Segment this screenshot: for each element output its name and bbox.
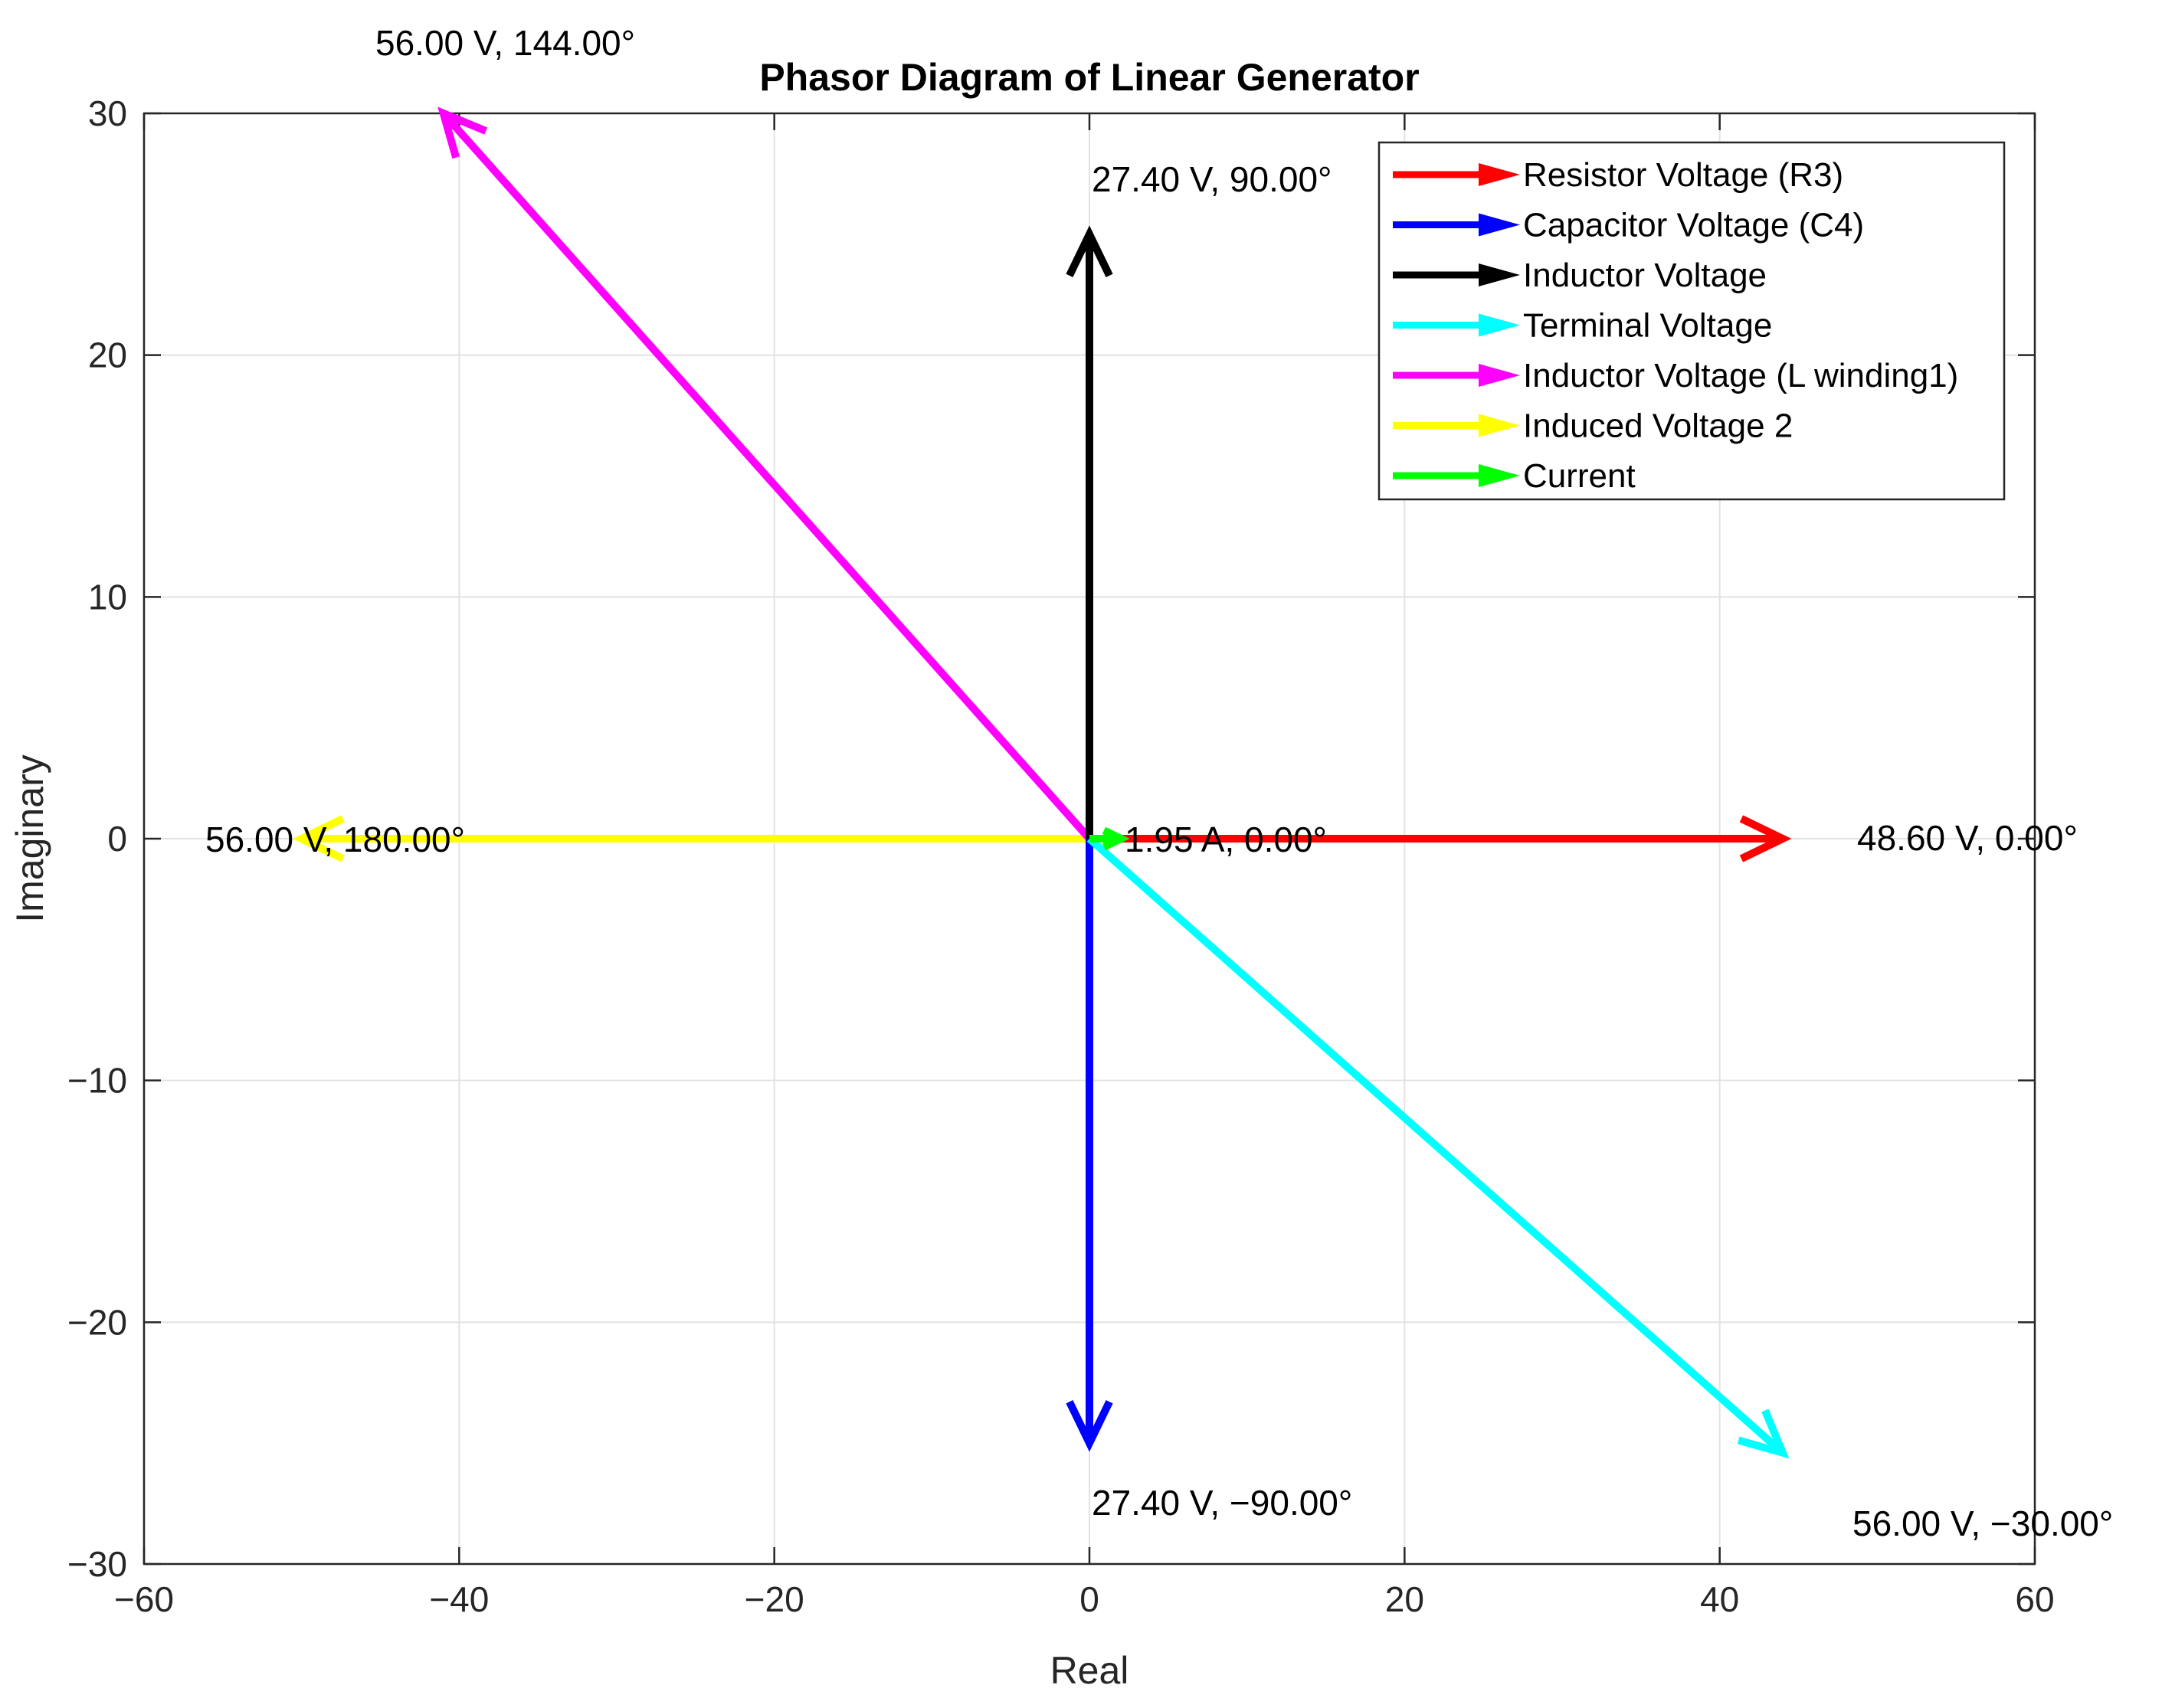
- phasor-label: 48.60 V, 0.00°: [1857, 818, 2078, 858]
- x-tick-label: 0: [1079, 1579, 1099, 1619]
- legend-label: Resistor Voltage (R3): [1523, 156, 1843, 194]
- legend-label: Terminal Voltage: [1523, 307, 1772, 345]
- x-tick-label: 40: [1700, 1579, 1739, 1619]
- phasor-arrowhead: [1739, 815, 1792, 862]
- y-axis-label: Imaginary: [8, 754, 51, 923]
- phasor-arrowhead: [1737, 1409, 1790, 1459]
- axis-ticks: −60 −40 −20 0 20 40 60 −30 −20 −10 0 10 20 30: [67, 93, 2055, 1619]
- legend-entry: Capacitor Voltage (C4): [1393, 207, 1864, 244]
- legend-swatch-arrowhead: [1479, 163, 1520, 186]
- legend-swatch-arrowhead: [1479, 213, 1520, 237]
- phasor-arrowhead: [1102, 826, 1130, 851]
- legend-swatch-arrowhead: [1479, 313, 1520, 337]
- legend-label: Induced Voltage 2: [1523, 407, 1793, 445]
- phasor-arrows: [293, 106, 1792, 1459]
- y-tick-label: −10: [67, 1061, 127, 1101]
- legend-entry: Terminal Voltage: [1393, 307, 1772, 345]
- phasor-terminal-voltage: [1086, 836, 1790, 1459]
- legend-entry: Inductor Voltage: [1393, 257, 1767, 294]
- phasor-arrowhead: [437, 106, 488, 159]
- y-tick-label: 20: [88, 335, 127, 375]
- phasor-induced-voltage-2: [293, 815, 1089, 862]
- legend-label: Current: [1523, 457, 1636, 495]
- phasor-label: 56.00 V, 144.00°: [375, 23, 635, 63]
- phasor-label: 27.40 V, 90.00°: [1092, 159, 1332, 199]
- phasor-annotations: 48.60 V, 0.00° 27.40 V, −90.00° 27.40 V, 9…: [205, 23, 2113, 1543]
- legend-entry: Resistor Voltage (R3): [1393, 156, 1843, 194]
- phasor-label: 1.95 A, 0.00°: [1125, 820, 1327, 859]
- phasor-arrowhead: [1066, 1399, 1113, 1452]
- x-tick-label: −40: [429, 1579, 489, 1619]
- legend: Resistor Voltage (R3) Capacitor Voltage (…: [1377, 141, 2006, 501]
- legend-swatch-arrowhead: [1479, 263, 1520, 286]
- legend-entries: Resistor Voltage (R3) Capacitor Voltage (…: [1393, 156, 1958, 495]
- phasor-capacitor-voltage-c4: [1066, 839, 1113, 1452]
- phasor-arrowhead: [1066, 225, 1113, 278]
- phasor-current: [1089, 826, 1130, 851]
- phasor-shaft: [441, 110, 1092, 842]
- phasor-resistor-voltage-r3: [1089, 815, 1792, 862]
- x-tick-label: −20: [745, 1579, 804, 1619]
- legend-entry: Current: [1393, 457, 1636, 495]
- y-tick-label: 0: [107, 819, 127, 859]
- legend-label: Inductor Voltage: [1523, 257, 1767, 294]
- x-tick-label: 60: [2015, 1579, 2054, 1619]
- y-tick-label: 10: [88, 577, 127, 617]
- phasor-label: 27.40 V, −90.00°: [1092, 1483, 1352, 1523]
- phasor-label: 56.00 V, −30.00°: [1852, 1503, 2113, 1543]
- legend-entry: Induced Voltage 2: [1393, 407, 1793, 445]
- legend-swatch-arrowhead: [1479, 364, 1520, 387]
- x-tick-label: −60: [114, 1579, 174, 1619]
- y-tick-label: −30: [67, 1544, 127, 1584]
- chart-title: Phasor Diagram of Linear Generator: [759, 56, 1419, 99]
- y-tick-label: −20: [67, 1302, 127, 1342]
- legend-swatch-arrowhead: [1479, 464, 1520, 487]
- phasor-shaft: [1086, 836, 1786, 1456]
- x-axis-label: Real: [1050, 1649, 1129, 1692]
- phasor-arrowhead: [293, 815, 345, 862]
- legend-entry: Inductor Voltage (L winding1): [1393, 357, 1958, 394]
- y-tick-label: 30: [88, 93, 127, 133]
- phasor-inductor-voltage: [1066, 225, 1113, 839]
- legend-label: Inductor Voltage (L winding1): [1523, 357, 1958, 394]
- legend-swatch-arrowhead: [1479, 414, 1520, 437]
- x-tick-label: 20: [1385, 1579, 1424, 1619]
- phasor-inductor-voltage-l-winding1: [437, 106, 1092, 842]
- legend-label: Capacitor Voltage (C4): [1523, 207, 1864, 244]
- phasor-label: 56.00 V, 180.00°: [205, 820, 465, 859]
